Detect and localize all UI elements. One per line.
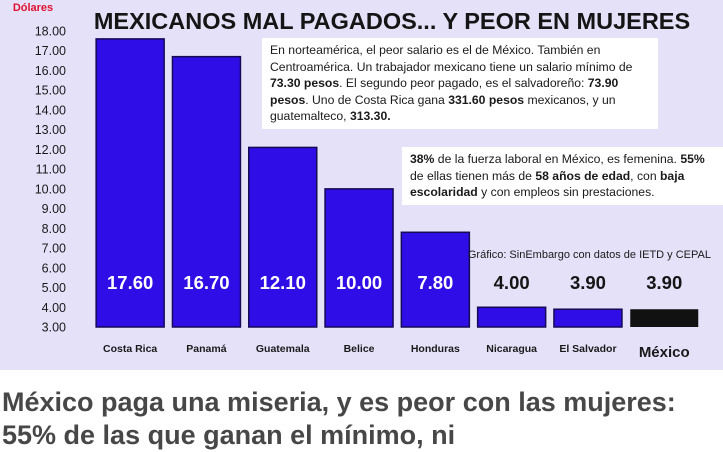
x-category-label: México: [639, 344, 690, 361]
value-label: 10.00: [336, 272, 382, 293]
chart-panel: MEXICANOS MAL PAGADOS... Y PEOR EN MUJER…: [0, 0, 723, 370]
x-category-label: Nicaragua: [486, 343, 537, 355]
value-label: 16.70: [183, 272, 229, 293]
x-category-label: Belice: [344, 343, 375, 355]
y-tick-label: 12.00: [35, 143, 66, 157]
y-tick-label: 16.00: [35, 64, 66, 78]
bar-el-salvador: [553, 308, 623, 328]
x-category-label: Guatemala: [256, 343, 310, 355]
y-tick-label: 3.00: [42, 321, 66, 335]
x-category-label: Panamá: [186, 343, 226, 355]
article-headline[interactable]: México paga una miseria, y es peor con l…: [2, 387, 676, 450]
y-tick-label: 8.00: [42, 222, 66, 236]
x-category-label: Honduras: [411, 343, 460, 355]
bar-honduras: [400, 231, 471, 328]
bar-nicaragua: [476, 306, 547, 328]
y-axis-label: Dólares: [13, 2, 53, 14]
y-tick-label: 4.00: [42, 301, 66, 315]
y-tick-label: 7.00: [42, 242, 66, 256]
y-tick-label: 14.00: [35, 103, 66, 117]
y-tick-label: 10.00: [35, 182, 66, 196]
y-tick-label: 13.00: [35, 123, 66, 137]
bar-panam-: [171, 55, 242, 328]
bar-chart: MEXICANOS MAL PAGADOS... Y PEOR EN MUJER…: [13, 2, 711, 361]
y-tick-label: 15.00: [35, 84, 66, 98]
x-axis-labels: Costa Rica Panamá Guatemala Belice Honduras N…: [103, 343, 690, 361]
x-category-label: Costa Rica: [103, 343, 157, 355]
value-label: 3.90: [570, 272, 606, 293]
bars: [95, 38, 699, 328]
x-category-label: El Salvador: [559, 343, 616, 355]
value-labels: 17.60 16.70 12.10 10.00 7.80 4.00 3.90 3.90: [107, 272, 682, 293]
value-label: 3.90: [646, 272, 682, 293]
bar-guatemala: [248, 146, 318, 328]
y-tick-label: 11.00: [36, 163, 66, 177]
y-tick-label: 17.00: [35, 44, 66, 58]
value-label: 17.60: [107, 272, 153, 293]
chart-source: Gráfico: SinEmbargo con datos de IETD y …: [468, 249, 711, 261]
value-label: 7.80: [417, 272, 453, 293]
y-tick-label: 9.00: [42, 202, 66, 216]
salary-note: En norteamérica, el peor salario es el d…: [262, 38, 658, 129]
bar-costa-rica: [95, 38, 165, 328]
y-tick-label: 6.00: [42, 261, 66, 275]
women-workforce-note: 38% de la fuerza laboral en México, es f…: [402, 147, 723, 205]
y-axis-ticks: 18.00 17.00 16.00 15.00 14.00 13.00 12.00 11.00…: [35, 25, 66, 335]
value-label: 12.10: [260, 272, 306, 293]
value-label: 4.00: [494, 272, 530, 293]
chart-title: MEXICANOS MAL PAGADOS... Y PEOR EN MUJER…: [94, 8, 690, 34]
y-tick-label: 18.00: [35, 25, 66, 39]
bar-m-xico: [630, 309, 699, 327]
bar-belice: [324, 188, 394, 328]
y-tick-label: 5.00: [42, 281, 66, 295]
